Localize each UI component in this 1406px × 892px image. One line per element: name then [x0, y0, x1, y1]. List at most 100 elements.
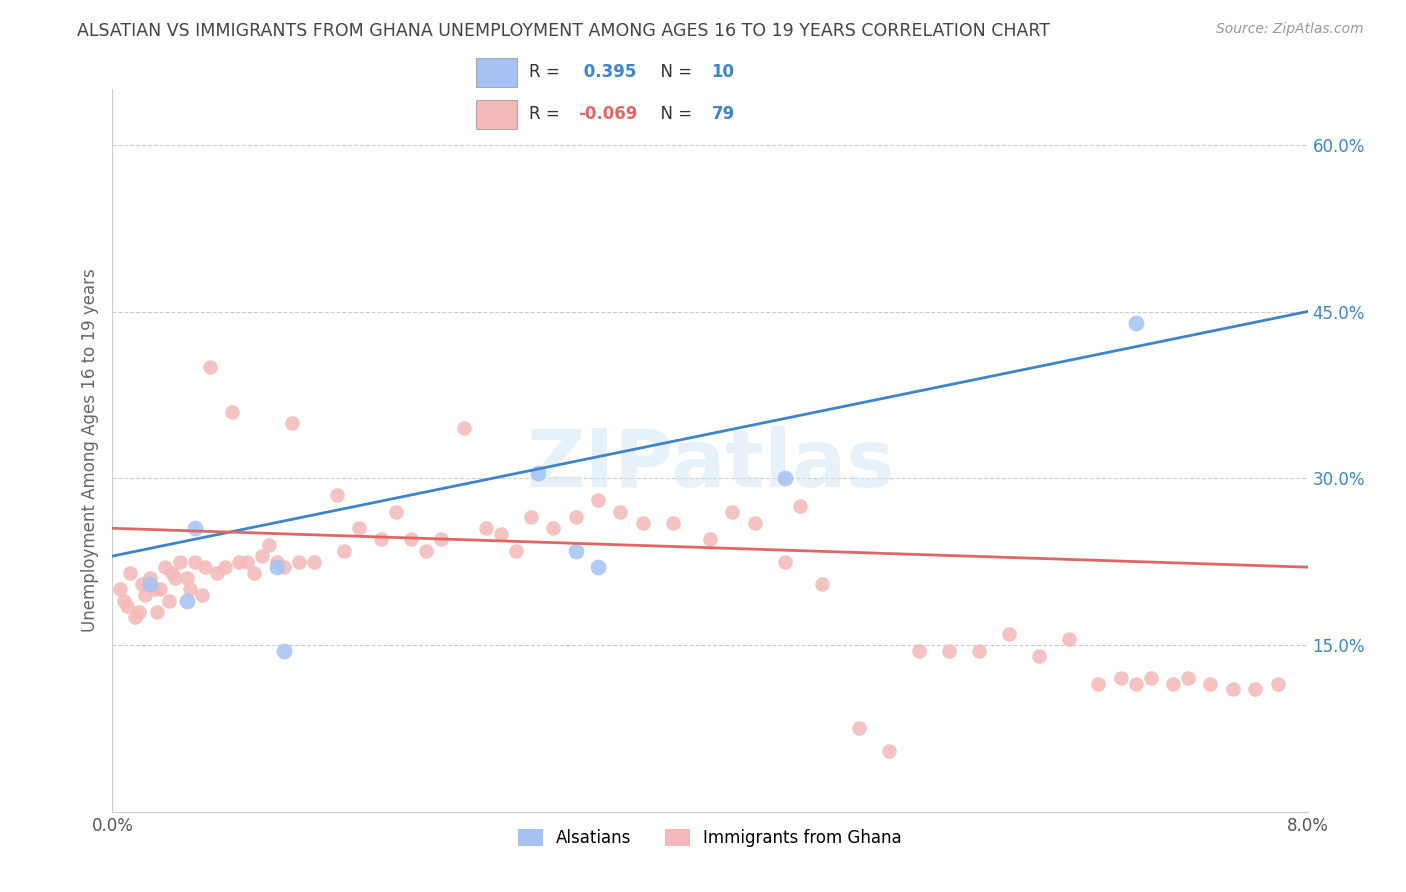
Point: [191, 588, 214, 602]
Point: [214, 560, 236, 574]
Point: [134, 588, 156, 602]
Point: [347, 521, 370, 535]
Point: [243, 566, 266, 580]
Point: [564, 510, 586, 524]
Point: [281, 416, 304, 430]
Point: [165, 571, 187, 585]
Point: [169, 555, 191, 569]
Text: ALSATIAN VS IMMIGRANTS FROM GHANA UNEMPLOYMENT AMONG AGES 16 TO 19 YEARS CORRELA: ALSATIAN VS IMMIGRANTS FROM GHANA UNEMPL…: [77, 22, 1050, 40]
Point: [609, 505, 631, 519]
Point: [266, 560, 288, 574]
Point: [179, 582, 201, 597]
FancyBboxPatch shape: [477, 100, 516, 129]
Text: 79: 79: [711, 105, 735, 123]
Text: ZIPatlas: ZIPatlas: [526, 425, 894, 504]
Point: [744, 516, 766, 530]
Point: [789, 499, 811, 513]
Point: [564, 543, 586, 558]
Point: [117, 599, 139, 613]
Point: [631, 516, 654, 530]
Point: [333, 543, 356, 558]
Point: [250, 549, 273, 563]
Point: [108, 582, 131, 597]
Point: [273, 560, 295, 574]
Point: [773, 555, 796, 569]
Point: [153, 560, 176, 574]
Point: [176, 571, 198, 585]
Point: [520, 510, 543, 524]
Point: [183, 555, 205, 569]
Point: [1057, 632, 1080, 647]
Point: [1222, 682, 1244, 697]
Point: [1139, 671, 1161, 685]
Point: [1087, 677, 1109, 691]
Point: [266, 555, 288, 569]
Text: -0.069: -0.069: [578, 105, 638, 123]
Point: [699, 533, 721, 547]
Text: 10: 10: [711, 63, 734, 81]
Point: [415, 543, 437, 558]
Point: [879, 743, 901, 757]
Text: R =: R =: [529, 63, 565, 81]
Point: [1161, 677, 1184, 691]
Point: [139, 571, 162, 585]
Point: [1125, 316, 1147, 330]
Y-axis label: Unemployment Among Ages 16 to 19 years: Unemployment Among Ages 16 to 19 years: [80, 268, 98, 632]
Point: [967, 643, 990, 657]
Point: [205, 566, 228, 580]
Text: N =: N =: [650, 105, 697, 123]
Point: [430, 533, 453, 547]
Point: [302, 555, 325, 569]
Point: [1267, 677, 1289, 691]
Point: [221, 404, 243, 418]
Point: [120, 566, 142, 580]
Point: [1109, 671, 1132, 685]
Point: [1028, 649, 1050, 664]
Point: [273, 643, 295, 657]
Point: [938, 643, 960, 657]
Point: [773, 471, 796, 485]
Point: [489, 526, 512, 541]
Point: [1125, 677, 1147, 691]
Point: [1244, 682, 1267, 697]
Point: [114, 593, 135, 607]
Point: [811, 577, 834, 591]
Point: [505, 543, 527, 558]
Text: 0.395: 0.395: [578, 63, 637, 81]
Point: [848, 722, 870, 736]
Point: [586, 560, 609, 574]
Point: [128, 605, 150, 619]
Point: [228, 555, 250, 569]
Point: [475, 521, 498, 535]
Point: [401, 533, 423, 547]
Text: Source: ZipAtlas.com: Source: ZipAtlas.com: [1216, 22, 1364, 37]
Point: [157, 593, 180, 607]
Point: [146, 605, 169, 619]
Point: [1177, 671, 1199, 685]
FancyBboxPatch shape: [477, 58, 516, 87]
Point: [139, 577, 162, 591]
Point: [194, 560, 217, 574]
Point: [143, 582, 166, 597]
Point: [527, 466, 550, 480]
Point: [453, 421, 475, 435]
Point: [131, 577, 153, 591]
Point: [124, 610, 146, 624]
Point: [721, 505, 744, 519]
Point: [236, 555, 259, 569]
Point: [198, 360, 221, 375]
Point: [370, 533, 392, 547]
Text: N =: N =: [650, 63, 697, 81]
Point: [1199, 677, 1222, 691]
Point: [176, 593, 198, 607]
Point: [908, 643, 931, 657]
Point: [586, 493, 609, 508]
Point: [541, 521, 564, 535]
Point: [149, 582, 172, 597]
Point: [288, 555, 311, 569]
Legend: Alsatians, Immigrants from Ghana: Alsatians, Immigrants from Ghana: [512, 822, 908, 854]
Text: R =: R =: [529, 105, 565, 123]
Point: [183, 521, 205, 535]
Point: [325, 488, 347, 502]
Point: [259, 538, 281, 552]
